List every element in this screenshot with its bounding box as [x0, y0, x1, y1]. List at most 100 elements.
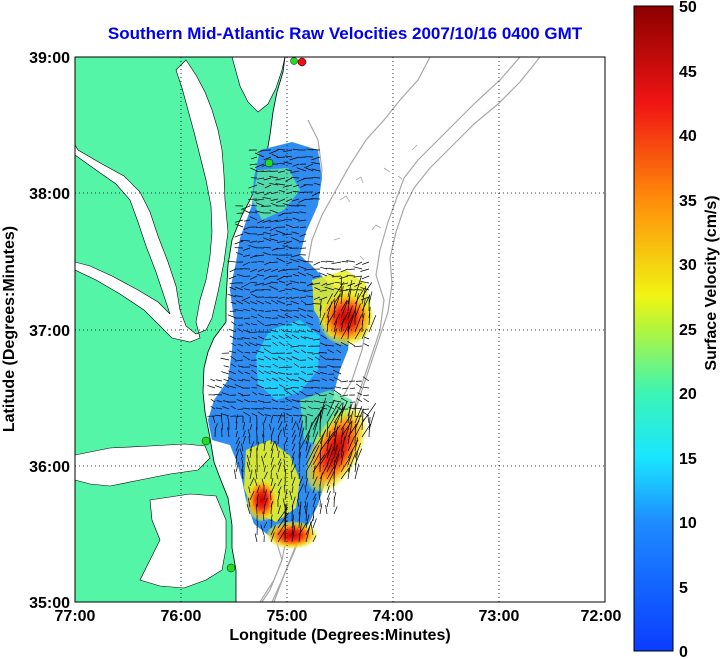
velocity-vector	[319, 453, 321, 473]
velocity-vector	[237, 408, 244, 410]
velocity-vector	[368, 416, 371, 438]
velocity-vector	[305, 421, 313, 445]
velocity-vector	[292, 184, 300, 188]
velocity-vector	[263, 497, 268, 508]
velocity-vector	[361, 320, 363, 333]
velocity-vector	[250, 400, 258, 403]
velocity-vector	[270, 370, 279, 375]
velocity-vector	[318, 272, 328, 277]
velocity-vector	[314, 287, 321, 291]
velocity-vector	[242, 435, 246, 445]
velocity-vector	[291, 177, 300, 179]
colorbar-tick-label: 0	[679, 644, 688, 659]
velocity-vector	[313, 296, 321, 300]
velocity-vector	[333, 421, 337, 438]
velocity-vector	[312, 493, 317, 501]
velocity-vector	[326, 301, 333, 319]
velocity-vector	[354, 463, 360, 480]
velocity-vector	[234, 384, 244, 389]
velocity-vector	[279, 384, 286, 389]
velocity-vector	[354, 282, 363, 287]
velocity-vector	[333, 295, 341, 312]
velocity-vector	[297, 499, 300, 508]
velocity-vector	[228, 328, 237, 333]
velocity-vector	[262, 219, 272, 223]
velocity-vector	[270, 503, 273, 515]
velocity-vector	[291, 451, 296, 459]
velocity-vector	[298, 376, 307, 382]
velocity-vector	[271, 268, 279, 272]
velocity-vector	[361, 423, 371, 438]
velocity-vector	[333, 453, 340, 473]
y-tick-label: 38:00	[29, 186, 70, 203]
velocity-vector	[292, 226, 300, 228]
velocity-vector	[227, 415, 230, 424]
velocity-vector	[340, 299, 348, 312]
velocity-vector	[270, 433, 273, 445]
velocity-vector	[354, 288, 365, 305]
velocity-vector	[292, 390, 300, 396]
velocity-vector	[299, 414, 307, 417]
velocity-vector	[236, 349, 244, 354]
velocity-vector	[293, 315, 300, 319]
y-tick-label: 37:00	[29, 323, 70, 340]
velocity-vector	[255, 202, 265, 207]
velocity-vector	[229, 282, 237, 285]
velocity-vector	[270, 478, 274, 487]
velocity-vector	[255, 350, 265, 354]
velocity-vector	[326, 424, 341, 445]
velocity-vector	[290, 386, 300, 389]
velocity-vector	[277, 458, 282, 466]
velocity-vector	[292, 321, 300, 326]
velocity-vector	[216, 400, 223, 403]
velocity-vector	[319, 342, 328, 347]
velocity-vector	[262, 511, 265, 522]
chesapeake-bay	[75, 59, 229, 343]
velocity-vector	[305, 455, 316, 473]
velocity-vector	[262, 282, 272, 286]
velocity-vector	[257, 149, 265, 153]
velocity-vector	[263, 231, 272, 235]
velocity-vector	[291, 476, 296, 487]
velocity-vector	[272, 341, 279, 347]
velocity-vector	[260, 524, 265, 536]
velocity-vector	[272, 407, 279, 410]
velocity-vector	[233, 469, 237, 480]
velocity-vector	[271, 309, 279, 312]
velocity-vector	[258, 358, 265, 361]
velocity-vector	[291, 334, 300, 340]
velocity-vector	[254, 478, 258, 487]
velocity-vector	[270, 198, 279, 201]
velocity-vector	[241, 296, 251, 302]
velocity-vector	[210, 378, 216, 382]
velocity-vector	[230, 363, 237, 368]
velocity-vector	[291, 514, 295, 529]
velocity-vector	[284, 314, 293, 319]
velocity-vector	[300, 184, 307, 188]
velocity-vector	[255, 170, 265, 172]
velocity-vector	[291, 434, 297, 445]
velocity-vector	[284, 155, 293, 158]
velocity-vector	[283, 458, 286, 466]
colorbar-tick-label: 15	[679, 451, 697, 468]
velocity-vector	[243, 254, 251, 257]
velocity-vector	[336, 349, 342, 354]
velocity-vector	[264, 191, 272, 196]
velocity-vector	[254, 533, 258, 543]
velocity-vector	[307, 330, 314, 333]
velocity-vector	[326, 310, 336, 326]
velocity-vector	[298, 420, 304, 438]
velocity-vector	[340, 420, 353, 438]
velocity-vector	[340, 428, 349, 452]
colorbar-tick-label: 10	[679, 515, 697, 532]
velocity-vector	[264, 301, 272, 305]
velocity-vector	[263, 275, 272, 280]
velocity-vector	[361, 328, 367, 340]
velocity-vector	[298, 522, 302, 543]
velocity-vector	[270, 482, 276, 494]
velocity-vector	[210, 406, 216, 410]
velocity-vector	[326, 456, 335, 473]
velocity-vector	[237, 379, 244, 382]
velocity-vector	[311, 156, 321, 161]
velocity-vector	[340, 300, 348, 319]
